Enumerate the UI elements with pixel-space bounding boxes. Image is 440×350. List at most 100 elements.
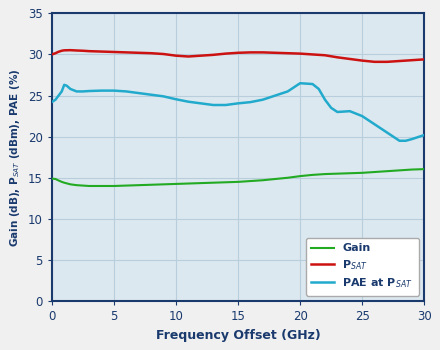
PAE at P$_{SAT}$ <box>285 89 290 93</box>
P$_{SAT}$ <box>161 52 166 56</box>
PAE at P$_{SAT}$ <box>59 89 64 93</box>
P$_{SAT}$ <box>409 58 414 62</box>
PAE at P$_{SAT}$ <box>80 89 85 93</box>
Gain <box>68 182 73 187</box>
Gain <box>62 181 67 185</box>
P$_{SAT}$ <box>260 50 265 55</box>
Gain <box>59 180 64 184</box>
P$_{SAT}$ <box>136 51 141 55</box>
Gain <box>372 170 377 174</box>
P$_{SAT}$ <box>235 51 241 55</box>
Gain <box>297 174 303 178</box>
PAE at P$_{SAT}$ <box>68 87 73 91</box>
Gain <box>161 182 166 187</box>
Gain <box>186 181 191 186</box>
PAE at P$_{SAT}$ <box>64 84 70 88</box>
Gain <box>409 167 414 172</box>
PAE at P$_{SAT}$ <box>148 93 154 97</box>
PAE at P$_{SAT}$ <box>248 100 253 104</box>
P$_{SAT}$ <box>99 49 104 54</box>
Gain <box>422 167 427 171</box>
Gain <box>397 168 402 173</box>
PAE at P$_{SAT}$ <box>86 89 92 93</box>
Gain <box>335 172 340 176</box>
Y-axis label: Gain (dB), P$_{SAT}$ (dBm), PAE (%): Gain (dB), P$_{SAT}$ (dBm), PAE (%) <box>8 68 22 246</box>
PAE at P$_{SAT}$ <box>260 98 265 102</box>
PAE at P$_{SAT}$ <box>316 87 321 91</box>
P$_{SAT}$ <box>111 50 117 54</box>
PAE at P$_{SAT}$ <box>329 106 334 110</box>
PAE at P$_{SAT}$ <box>111 89 117 93</box>
P$_{SAT}$ <box>55 50 61 54</box>
PAE at P$_{SAT}$ <box>422 133 427 137</box>
Gain <box>124 183 129 188</box>
PAE at P$_{SAT}$ <box>74 89 79 93</box>
P$_{SAT}$ <box>422 57 427 62</box>
PAE at P$_{SAT}$ <box>391 134 396 139</box>
PAE at P$_{SAT}$ <box>55 94 61 98</box>
P$_{SAT}$ <box>74 48 79 52</box>
Gain <box>260 178 265 182</box>
P$_{SAT}$ <box>59 49 64 53</box>
PAE at P$_{SAT}$ <box>385 131 390 135</box>
Gain <box>235 180 241 184</box>
PAE at P$_{SAT}$ <box>173 97 179 102</box>
Gain <box>86 184 92 188</box>
PAE at P$_{SAT}$ <box>198 101 203 105</box>
PAE at P$_{SAT}$ <box>53 98 58 102</box>
P$_{SAT}$ <box>148 51 154 55</box>
P$_{SAT}$ <box>323 53 328 57</box>
PAE at P$_{SAT}$ <box>211 103 216 107</box>
PAE at P$_{SAT}$ <box>310 82 315 86</box>
Line: P$_{SAT}$: P$_{SAT}$ <box>52 50 424 62</box>
P$_{SAT}$ <box>80 49 85 53</box>
P$_{SAT}$ <box>53 51 58 55</box>
P$_{SAT}$ <box>198 54 203 58</box>
PAE at P$_{SAT}$ <box>297 81 303 85</box>
PAE at P$_{SAT}$ <box>409 137 414 141</box>
P$_{SAT}$ <box>173 54 179 58</box>
P$_{SAT}$ <box>62 48 67 52</box>
P$_{SAT}$ <box>273 51 278 55</box>
Gain <box>359 171 365 175</box>
P$_{SAT}$ <box>248 50 253 55</box>
P$_{SAT}$ <box>86 49 92 53</box>
PAE at P$_{SAT}$ <box>49 100 55 104</box>
PAE at P$_{SAT}$ <box>347 109 352 113</box>
PAE at P$_{SAT}$ <box>186 100 191 104</box>
Gain <box>248 179 253 183</box>
PAE at P$_{SAT}$ <box>273 93 278 98</box>
Gain <box>223 180 228 184</box>
P$_{SAT}$ <box>310 52 315 57</box>
P$_{SAT}$ <box>223 51 228 56</box>
P$_{SAT}$ <box>372 60 377 64</box>
P$_{SAT}$ <box>285 51 290 55</box>
P$_{SAT}$ <box>359 58 365 63</box>
Gain <box>198 181 203 185</box>
P$_{SAT}$ <box>68 48 73 52</box>
P$_{SAT}$ <box>49 52 55 57</box>
PAE at P$_{SAT}$ <box>397 139 402 143</box>
PAE at P$_{SAT}$ <box>99 89 104 93</box>
P$_{SAT}$ <box>397 59 402 63</box>
PAE at P$_{SAT}$ <box>359 114 365 118</box>
P$_{SAT}$ <box>347 57 352 61</box>
Gain <box>285 176 290 180</box>
PAE at P$_{SAT}$ <box>235 101 241 105</box>
Gain <box>99 184 104 188</box>
Gain <box>53 177 58 181</box>
PAE at P$_{SAT}$ <box>341 110 346 114</box>
PAE at P$_{SAT}$ <box>223 103 228 107</box>
Line: Gain: Gain <box>52 169 424 186</box>
Gain <box>49 176 55 181</box>
PAE at P$_{SAT}$ <box>161 94 166 98</box>
Gain <box>173 182 179 186</box>
PAE at P$_{SAT}$ <box>372 122 377 126</box>
P$_{SAT}$ <box>211 53 216 57</box>
Gain <box>310 173 315 177</box>
X-axis label: Frequency Offset (GHz): Frequency Offset (GHz) <box>156 329 320 342</box>
Line: PAE at P$_{SAT}$: PAE at P$_{SAT}$ <box>52 83 424 141</box>
Gain <box>211 181 216 185</box>
PAE at P$_{SAT}$ <box>124 89 129 93</box>
Gain <box>136 183 141 187</box>
